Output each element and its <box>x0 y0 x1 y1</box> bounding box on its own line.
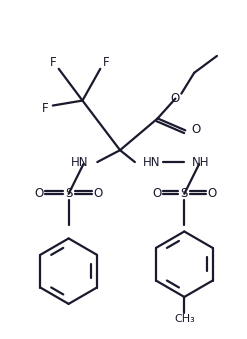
Text: F: F <box>103 56 109 69</box>
Text: O: O <box>94 187 103 200</box>
Text: O: O <box>207 187 217 200</box>
Text: S: S <box>65 187 72 200</box>
Text: CH₃: CH₃ <box>174 314 195 324</box>
Text: HN: HN <box>143 156 160 168</box>
Text: O: O <box>152 187 161 200</box>
Text: O: O <box>171 92 180 105</box>
Text: HN: HN <box>71 156 88 168</box>
Text: NH: NH <box>192 156 210 168</box>
Text: O: O <box>191 123 201 136</box>
Text: O: O <box>34 187 43 200</box>
Text: F: F <box>49 56 56 69</box>
Text: F: F <box>41 102 48 115</box>
Text: S: S <box>181 187 188 200</box>
